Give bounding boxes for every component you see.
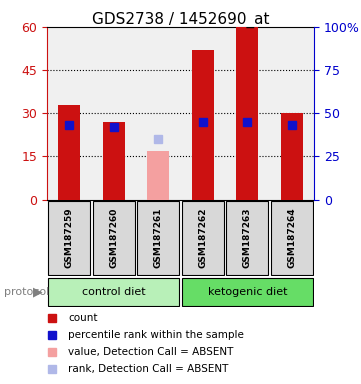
Text: percentile rank within the sample: percentile rank within the sample [68, 330, 244, 340]
Text: control diet: control diet [82, 287, 145, 297]
Text: value, Detection Call = ABSENT: value, Detection Call = ABSENT [68, 347, 234, 357]
Text: GSM187262: GSM187262 [198, 208, 207, 268]
Text: GDS2738 / 1452690_at: GDS2738 / 1452690_at [92, 12, 269, 28]
Text: GSM187264: GSM187264 [287, 208, 296, 268]
FancyBboxPatch shape [226, 201, 268, 275]
Bar [236, 27, 258, 200]
FancyBboxPatch shape [48, 201, 90, 275]
Text: GSM187263: GSM187263 [243, 208, 252, 268]
FancyBboxPatch shape [271, 201, 313, 275]
Text: ▶: ▶ [32, 285, 42, 298]
Bar [192, 50, 214, 200]
Text: count: count [68, 313, 98, 323]
FancyBboxPatch shape [182, 278, 313, 306]
Text: rank, Detection Call = ABSENT: rank, Detection Call = ABSENT [68, 364, 229, 374]
Text: protocol: protocol [4, 287, 49, 297]
Text: GSM187260: GSM187260 [109, 208, 118, 268]
Text: GSM187261: GSM187261 [154, 208, 163, 268]
Bar [103, 122, 125, 200]
FancyBboxPatch shape [48, 278, 179, 306]
Bar [147, 151, 169, 200]
FancyBboxPatch shape [93, 201, 135, 275]
Bar [280, 113, 303, 200]
FancyBboxPatch shape [137, 201, 179, 275]
Bar [58, 105, 80, 200]
Text: GSM187259: GSM187259 [65, 208, 74, 268]
Text: ketogenic diet: ketogenic diet [208, 287, 287, 297]
FancyBboxPatch shape [182, 201, 224, 275]
